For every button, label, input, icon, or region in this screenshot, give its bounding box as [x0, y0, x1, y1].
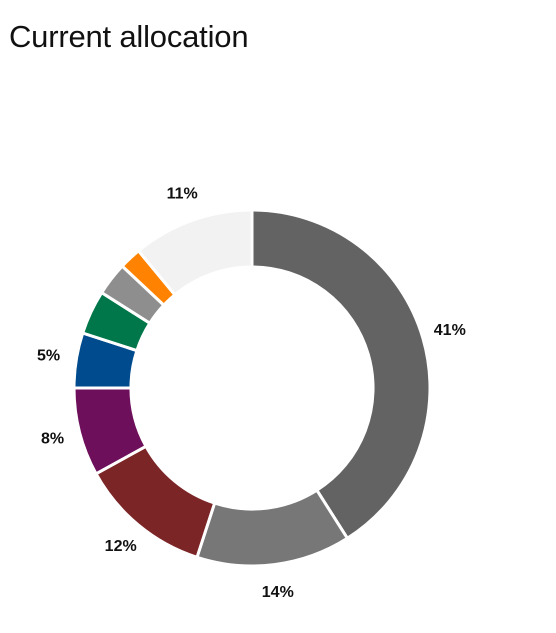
slice-label-4: 8%: [41, 431, 64, 448]
slice-label-5: 5%: [37, 347, 60, 364]
slice-label-3: 12%: [105, 538, 137, 555]
donut-labels: 41% 14% 12% 8% 5% 11%: [37, 186, 466, 601]
slice-label-2: 14%: [262, 584, 294, 601]
slice-label-1: 41%: [434, 322, 466, 339]
page-title: Current allocation: [9, 19, 249, 54]
donut-slices: [72, 208, 432, 568]
donut-slice-2: [195, 488, 350, 568]
donut-slice-1: [250, 208, 432, 541]
donut-slice-9: [136, 208, 254, 297]
slice-label-9: 11%: [167, 186, 198, 203]
